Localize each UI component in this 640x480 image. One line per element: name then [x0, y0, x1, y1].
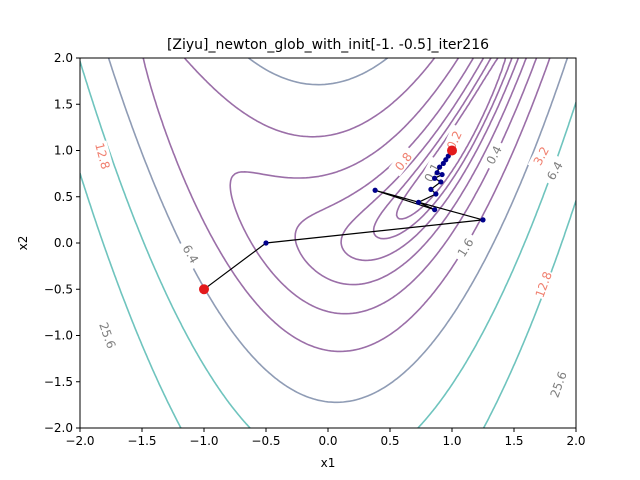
path-point: [440, 160, 446, 167]
contour-label-bg: [480, 139, 507, 171]
y-tick-label: −0.5: [44, 282, 73, 296]
y-tick-label: 0.5: [54, 190, 73, 204]
contour-line: [80, 172, 576, 428]
contour-label: 25.6: [547, 370, 569, 400]
x-tick-label: −1.0: [189, 434, 218, 448]
contour-label-bg: [531, 268, 555, 300]
path-point: [263, 240, 269, 246]
x-tick-label: −1.5: [127, 434, 156, 448]
contour-label: 12.8: [92, 141, 112, 170]
contour-line: [294, 58, 528, 286]
x-tick-label: 2.0: [566, 434, 585, 448]
y-axis-ticks: −2.0 −1.5 −1.0 −0.5 0.0 0.5 1.0 1.5 2.0: [44, 51, 80, 435]
y-tick-label: 2.0: [54, 51, 73, 65]
y-tick-label: 0.0: [54, 236, 73, 250]
contour-label-bg: [527, 139, 554, 172]
path-point: [415, 199, 422, 205]
start-point: [199, 284, 209, 295]
contour-lines: [80, 58, 576, 428]
path-point: [438, 179, 444, 185]
path-point: [439, 171, 445, 178]
contour-label-bg: [441, 124, 466, 156]
contour-label-bg: [92, 140, 114, 172]
contour-label-bg: [451, 231, 479, 263]
end-point: [447, 145, 457, 156]
contour-label-bg: [388, 145, 417, 177]
contour-line: [340, 58, 520, 262]
path-point: [428, 186, 434, 192]
contour-line: [372, 58, 513, 240]
chart-title: [Ziyu]_newton_glob_with_init[-1. -0.5]_i…: [167, 37, 489, 53]
contour-label-bg: [540, 154, 568, 186]
contour-line: [107, 58, 569, 404]
path-point: [432, 207, 438, 213]
y-tick-label: −1.5: [44, 375, 73, 389]
x-tick-label: 1.0: [442, 434, 461, 448]
contour-label-bg: [96, 319, 120, 351]
path-point: [480, 217, 486, 223]
path-point: [433, 191, 439, 197]
contour-line: [142, 58, 551, 353]
contour-label-bg: [178, 237, 205, 270]
x-tick-label: −2.0: [65, 434, 94, 448]
x-axis-ticks: −2.0 −1.5 −1.0 −0.5 0.0 0.5 1.0 1.5 2.0: [65, 428, 586, 448]
path-point: [437, 164, 443, 170]
contour-label-bg: [418, 156, 445, 188]
x-tick-label: 1.5: [504, 434, 523, 448]
contour-labels: 0.10.20.40.81.63.26.412.825.612.86.425.6: [92, 124, 570, 400]
y-tick-label: −2.0: [44, 421, 73, 435]
contour-label: 12.8: [533, 270, 555, 300]
x-tick-label: 0.5: [380, 434, 399, 448]
x-tick-label: 0.0: [318, 434, 337, 448]
x-axis-label: x1: [321, 456, 336, 470]
y-tick-label: 1.0: [54, 144, 73, 158]
x-tick-label: −0.5: [251, 434, 280, 448]
path-point: [432, 175, 438, 181]
path-point: [372, 187, 378, 193]
optimization-path: [199, 145, 486, 295]
contour-label: 25.6: [96, 321, 118, 351]
y-tick-label: 1.5: [54, 97, 73, 111]
y-tick-label: −1.0: [44, 329, 73, 343]
path-point: [434, 170, 440, 176]
contour-line: [229, 58, 538, 315]
y-axis-label: x2: [16, 236, 30, 251]
contour-label-bg: [546, 368, 570, 400]
path-point: [443, 157, 449, 163]
